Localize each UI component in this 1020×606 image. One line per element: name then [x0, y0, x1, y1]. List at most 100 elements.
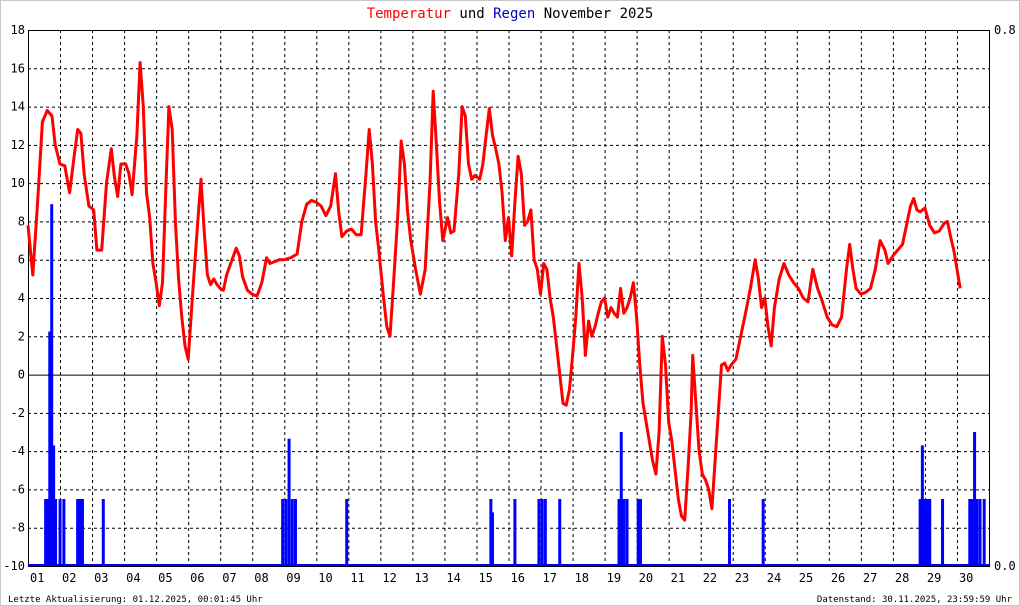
- x-tick-label: 08: [254, 571, 268, 585]
- rain-bar: [58, 499, 62, 566]
- rain-series: [28, 204, 989, 566]
- y-tick-label: 10: [11, 176, 25, 190]
- rain-bar: [101, 499, 105, 566]
- rain-bar: [728, 499, 732, 566]
- x-tick-label: 19: [607, 571, 621, 585]
- rain-bar: [490, 512, 494, 566]
- x-tick-label: 10: [318, 571, 332, 585]
- rain-bar: [925, 499, 929, 566]
- y-tick-label: 4: [18, 291, 25, 305]
- y-tick-label: -8: [11, 521, 25, 535]
- title-part: November 2025: [535, 6, 653, 22]
- x-axis-labels: 01 02 03 04 05 06 07 08 09 10 11 12 13 14 15 16 17 18 19 20…: [30, 571, 973, 585]
- rain-bar: [540, 499, 544, 566]
- x-tick-label: 09: [286, 571, 300, 585]
- rain-bar: [918, 499, 922, 566]
- rain-bar: [78, 499, 82, 566]
- chart-title: Temperatur und Regen November 2025: [367, 6, 654, 22]
- x-tick-label: 02: [62, 571, 76, 585]
- y-tick-label: 14: [11, 100, 25, 114]
- x-tick-label: 17: [543, 571, 557, 585]
- rain-bar: [284, 499, 288, 566]
- x-tick-label: 24: [767, 571, 781, 585]
- y-tick-label: -10: [3, 559, 25, 573]
- rain-bar: [281, 499, 285, 566]
- x-tick-label: 26: [831, 571, 845, 585]
- x-tick-label: 13: [414, 571, 428, 585]
- x-tick-label: 25: [799, 571, 813, 585]
- rain-bar: [975, 499, 979, 566]
- x-tick-label: 23: [735, 571, 749, 585]
- y-tick-label: 16: [11, 61, 25, 75]
- y-tick-label: 6: [18, 253, 25, 267]
- x-tick-label: 30: [959, 571, 973, 585]
- rain-bar: [978, 499, 982, 566]
- title-part: Regen: [485, 6, 536, 22]
- x-tick-label: 04: [126, 571, 140, 585]
- rain-bar: [558, 499, 562, 566]
- rain-bar: [636, 499, 640, 566]
- rain-bar: [619, 432, 623, 566]
- rain-bar: [968, 499, 972, 566]
- y-tick-label: -4: [11, 444, 25, 458]
- y-tick-label: 0: [18, 368, 25, 382]
- rain-bar: [537, 499, 541, 566]
- x-tick-label: 01: [30, 571, 44, 585]
- x-tick-label: 16: [511, 571, 525, 585]
- data-status-text: Datenstand: 30.11.2025, 23:59:59 Uhr: [817, 595, 1013, 605]
- rain-bar: [48, 331, 52, 566]
- rain-bar: [44, 499, 48, 566]
- rain-bar: [76, 499, 80, 566]
- rain-bar: [973, 432, 977, 566]
- x-tick-label: 27: [863, 571, 877, 585]
- rain-bar: [941, 499, 945, 566]
- y-tick-label: 2: [18, 329, 25, 343]
- rain-bar: [50, 204, 54, 566]
- rain-bar: [625, 499, 629, 566]
- rain-bar: [982, 499, 986, 566]
- title-part: Temperatur: [367, 6, 451, 22]
- y-right-tick-label: 0.0: [994, 559, 1016, 573]
- rain-bar: [513, 499, 517, 566]
- rain-bar: [46, 499, 50, 566]
- rain-bar: [54, 499, 58, 566]
- rain-bar: [80, 499, 84, 566]
- rain-bar: [761, 499, 765, 566]
- rain-bar: [489, 499, 493, 566]
- x-tick-label: 06: [190, 571, 204, 585]
- x-tick-label: 14: [446, 571, 460, 585]
- rain-bar: [622, 499, 626, 566]
- rain-bar: [52, 445, 56, 566]
- rain-bar: [290, 499, 294, 566]
- x-tick-label: 28: [895, 571, 909, 585]
- rain-bar: [920, 445, 924, 566]
- last-update-text: Letzte Aktualisierung: 01.12.2025, 00:01…: [8, 595, 263, 605]
- rain-bar: [923, 499, 927, 566]
- x-tick-label: 20: [639, 571, 653, 585]
- rain-bar: [928, 499, 932, 566]
- y-axis-right-labels: 0.8 0.0: [994, 23, 1016, 573]
- rain-bar: [617, 499, 621, 566]
- rain-bar: [62, 499, 66, 566]
- rain-bar: [970, 499, 974, 566]
- y-tick-label: -6: [11, 482, 25, 496]
- y-tick-label: 12: [11, 138, 25, 152]
- temperature-line: [26, 61, 962, 522]
- rain-bar: [287, 438, 291, 566]
- x-tick-label: 11: [350, 571, 364, 585]
- y-tick-label: 18: [11, 23, 25, 37]
- rain-bar: [293, 499, 297, 566]
- y-axis-left-labels: 18 16 14 12 10 8 6 4 2 0 -2 -4 -6 -8 -10: [3, 23, 25, 573]
- x-tick-label: 12: [382, 571, 396, 585]
- x-tick-label: 07: [222, 571, 236, 585]
- y-tick-label: 8: [18, 214, 25, 228]
- x-tick-label: 15: [478, 571, 492, 585]
- x-tick-label: 29: [927, 571, 941, 585]
- rain-bar: [345, 499, 349, 566]
- rain-bar: [638, 499, 642, 566]
- x-tick-label: 22: [703, 571, 717, 585]
- title-part: und: [451, 6, 485, 22]
- x-tick-label: 03: [94, 571, 108, 585]
- y-tick-label: -2: [11, 406, 25, 420]
